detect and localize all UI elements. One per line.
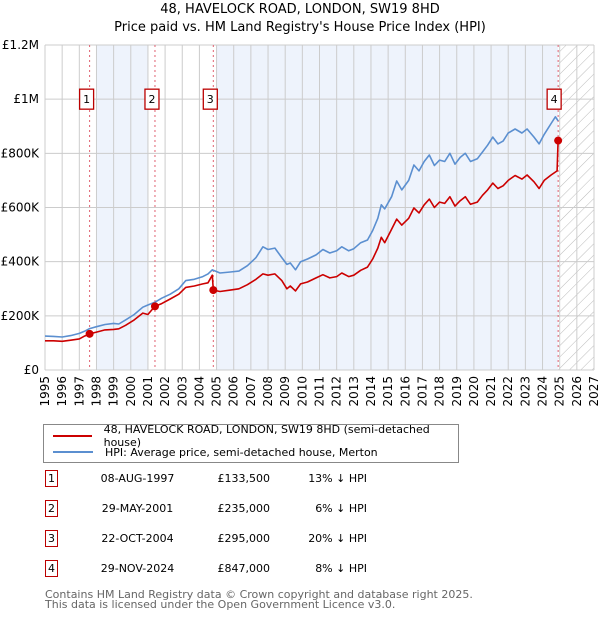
grid <box>44 44 595 371</box>
sale-hpi-diff: 6% ↓ HPI <box>315 502 367 515</box>
sale-price: £133,500 <box>217 472 271 485</box>
sale-row: 3 22-OCT-2004 £295,000 20% ↓ HPI <box>0 530 600 550</box>
x-tick-label: 2016 <box>398 376 412 407</box>
x-tick-label: 1997 <box>72 376 86 407</box>
legend-item-hpi: HPI: Average price, semi-detached house,… <box>44 444 378 460</box>
x-tick-label: 2017 <box>415 376 429 407</box>
sale-label-box <box>546 88 562 110</box>
sale-date: 22-OCT-2004 <box>101 532 174 545</box>
sale-label-number: 1 <box>83 93 90 106</box>
sale-hpi-diff: 8% ↓ HPI <box>315 562 367 575</box>
x-tick-label: 2015 <box>381 376 395 407</box>
y-tick-label: £200K <box>1 309 41 323</box>
legend-swatch-property <box>53 435 92 437</box>
sale-row: 4 29-NOV-2024 £847,000 8% ↓ HPI <box>0 560 600 580</box>
x-tick-label: 2002 <box>158 376 172 407</box>
legend-item-property: 48, HAVELOCK ROAD, LONDON, SW19 8HD (sem… <box>44 423 458 449</box>
sale-row: 2 29-MAY-2001 £235,000 6% ↓ HPI <box>0 500 600 520</box>
y-tick-label: £1M <box>13 92 39 106</box>
x-tick-label: 2018 <box>433 376 447 407</box>
sale-hpi-diff: 13% ↓ HPI <box>308 472 367 485</box>
sale-label-number: 2 <box>148 93 155 106</box>
sale-labels: 1 2 3 4 <box>78 88 562 110</box>
x-tick-label: 2008 <box>261 376 275 407</box>
sale-number-badge: 1 <box>45 470 58 487</box>
x-tick-label: 2006 <box>227 376 241 407</box>
x-tick-label: 2012 <box>330 376 344 407</box>
x-tick-label: 2004 <box>192 376 206 407</box>
sale-label-number: 3 <box>207 93 214 106</box>
series-lines <box>45 116 559 343</box>
hpi-line <box>45 116 559 338</box>
sale-number-badge: 3 <box>45 530 58 547</box>
sale-marker <box>209 286 218 295</box>
x-tick-label: 2021 <box>484 376 498 407</box>
x-tick-label: 2023 <box>518 376 532 407</box>
chart-subtitle: Price paid vs. HM Land Registry's House … <box>114 20 486 35</box>
footer-licence: This data is licensed under the Open Gov… <box>45 598 396 611</box>
x-axis: 1995 1996 1997 1998 1999 2000 2001 2002 2003 2004… <box>38 376 600 407</box>
sale-date: 29-MAY-2001 <box>101 502 174 515</box>
x-tick-label: 2000 <box>124 376 138 407</box>
y-tick-label: £600K <box>1 201 41 215</box>
legend-label-property: 48, HAVELOCK ROAD, LONDON, SW19 8HD (sem… <box>103 423 430 449</box>
sale-row: 1 08-AUG-1997 £133,500 13% ↓ HPI <box>0 470 600 490</box>
property-price-line <box>45 140 559 343</box>
x-tick-label: 2022 <box>501 376 515 407</box>
x-tick-label: 1999 <box>107 376 121 407</box>
sale-price: £295,000 <box>217 532 271 545</box>
x-tick-label: 2010 <box>295 376 309 407</box>
y-tick-label: £0 <box>24 363 39 377</box>
x-tick-label: 2020 <box>467 376 481 407</box>
sale-marker <box>150 302 159 311</box>
sale-number-badge: 2 <box>45 500 58 517</box>
legend-label-hpi: HPI: Average price, semi-detached house,… <box>105 445 378 459</box>
sale-marker <box>85 329 94 338</box>
x-tick-label: 2005 <box>210 376 224 407</box>
x-tick-label: 2024 <box>536 376 550 407</box>
x-tick-label: 2025 <box>553 376 567 407</box>
sale-price: £235,000 <box>217 502 271 515</box>
x-tick-label: 1996 <box>55 376 69 407</box>
x-tick-label: 2001 <box>141 376 155 407</box>
sale-lines <box>89 45 559 370</box>
legend: 48, HAVELOCK ROAD, LONDON, SW19 8HD (sem… <box>43 423 459 463</box>
x-tick-label: 2019 <box>450 376 464 407</box>
x-tick-label: 2026 <box>570 376 584 407</box>
sale-marker <box>554 136 563 145</box>
sale-date: 08-AUG-1997 <box>100 472 175 485</box>
sale-price: £847,000 <box>217 562 271 575</box>
x-tick-label: 2007 <box>244 376 258 407</box>
chart-title: 48, HAVELOCK ROAD, LONDON, SW19 8HD <box>160 2 440 17</box>
sale-label-box <box>202 88 218 110</box>
x-tick-label: 1995 <box>38 376 52 407</box>
y-tick-label: £400K <box>1 255 41 269</box>
sale-markers <box>85 136 563 338</box>
x-tick-label: 2027 <box>587 376 600 407</box>
y-axis: £0 £200K £400K £600K £800K £1M £1.2M <box>1 38 41 377</box>
sale-label-box <box>78 88 95 110</box>
footer-copyright: Contains HM Land Registry data © Crown c… <box>45 588 473 601</box>
x-tick-label: 2011 <box>313 376 327 407</box>
price-chart: £0£200K£400K£600K£800K£1M£1.2M 1995 1996 1… <box>1 38 600 407</box>
sale-label-number: 4 <box>551 93 558 106</box>
x-tick-label: 2003 <box>175 376 189 407</box>
footer: Contains HM Land Registry data © Crown c… <box>45 588 473 611</box>
sale-date: 29-NOV-2024 <box>100 562 175 575</box>
sale-number-badge: 4 <box>45 560 58 577</box>
x-tick-label: 1998 <box>89 376 103 407</box>
x-tick-label: 2014 <box>364 376 378 407</box>
sale-hpi-diff: 20% ↓ HPI <box>308 532 367 545</box>
y-tick-label: £1.2M <box>2 38 39 52</box>
y-tick-label: £800K <box>1 146 41 160</box>
sale-label-box <box>144 88 160 110</box>
legend-swatch-hpi <box>53 451 93 453</box>
x-tick-label: 2009 <box>278 376 292 407</box>
x-tick-label: 2013 <box>347 376 361 407</box>
